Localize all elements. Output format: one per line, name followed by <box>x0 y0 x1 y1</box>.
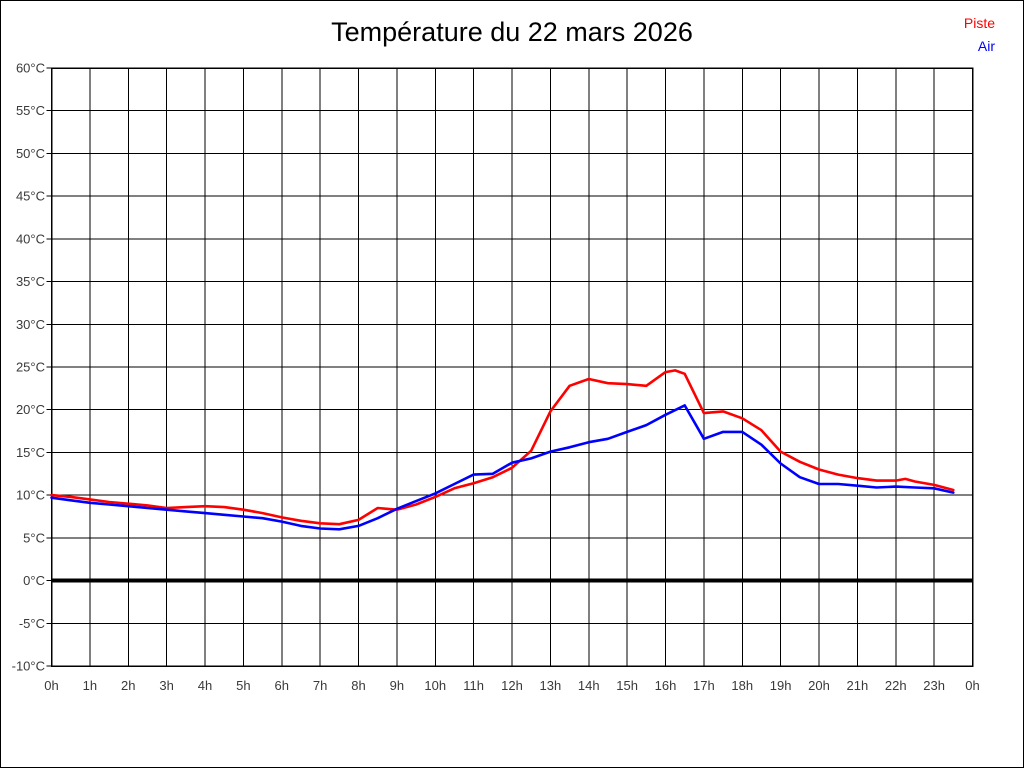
y-axis-label: 15°C <box>16 445 45 460</box>
x-axis-label: 7h <box>313 678 327 693</box>
x-axis-label: 23h <box>923 678 945 693</box>
x-axis-label: 0h <box>965 678 979 693</box>
y-axis-label: 60°C <box>16 61 45 76</box>
x-axis-label: 19h <box>770 678 792 693</box>
y-axis-label: -5°C <box>19 616 45 631</box>
x-axis-label: 20h <box>808 678 830 693</box>
chart-title: Température du 22 mars 2026 <box>331 17 693 47</box>
piste-line <box>50 369 955 526</box>
y-axis-label: 45°C <box>16 189 45 204</box>
y-axis-label: 50°C <box>16 146 45 161</box>
x-axis-label: 5h <box>236 678 250 693</box>
x-axis-label: 16h <box>655 678 677 693</box>
y-axis-label: 30°C <box>16 317 45 332</box>
x-axis-label: 17h <box>693 678 715 693</box>
x-axis-label: 4h <box>198 678 212 693</box>
y-axis-label: 40°C <box>16 231 45 246</box>
x-axis-label: 8h <box>351 678 365 693</box>
chart-legend: Piste Air <box>964 12 995 58</box>
x-axis-label: 21h <box>847 678 869 693</box>
x-axis-label: 15h <box>616 678 638 693</box>
x-axis-label: 2h <box>121 678 135 693</box>
x-axis-label: 13h <box>540 678 562 693</box>
x-axis-label: 22h <box>885 678 907 693</box>
y-axis-label: 55°C <box>16 103 45 118</box>
x-axis-label: 11h <box>463 678 484 693</box>
x-axis-label: 10h <box>424 678 446 693</box>
y-axis-label: 0°C <box>23 573 45 588</box>
air-line <box>50 404 955 531</box>
x-axis-label: 12h <box>501 678 523 693</box>
x-axis-label: 6h <box>275 678 289 693</box>
y-axis-label: 10°C <box>16 488 45 503</box>
x-axis-label: 14h <box>578 678 600 693</box>
x-axis-label: 0h <box>44 678 58 693</box>
legend-item-piste: Piste <box>963 15 995 31</box>
legend-item-air: Air <box>977 38 995 54</box>
x-axis-label: 1h <box>83 678 97 693</box>
x-axis-label: 9h <box>390 678 404 693</box>
x-axis-label: 18h <box>731 678 753 693</box>
y-axis-label: 5°C <box>23 530 45 545</box>
y-axis-label: -10°C <box>12 659 45 674</box>
y-axis-label: 20°C <box>16 402 45 417</box>
y-axis-label: 35°C <box>16 274 45 289</box>
y-axis-label: 25°C <box>16 360 45 375</box>
plot-border <box>50 67 974 667</box>
x-axis-label: 3h <box>159 678 173 693</box>
